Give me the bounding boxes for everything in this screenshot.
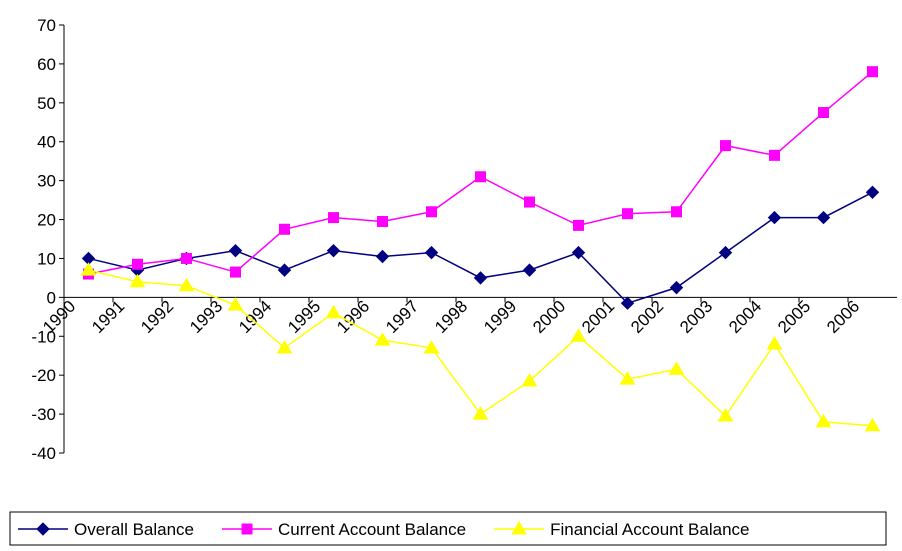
point [815, 413, 832, 428]
point [521, 373, 538, 387]
x-tick-label: 1999 [480, 297, 520, 337]
point [570, 328, 587, 342]
point [669, 280, 684, 295]
point [619, 371, 636, 385]
point [277, 263, 292, 277]
x-tick-label: 1992 [137, 297, 177, 337]
x-tick-label: 1998 [431, 297, 471, 337]
series-line [88, 191, 873, 305]
legend-label: Financial Account Balance [550, 520, 749, 539]
point [132, 258, 143, 270]
point [374, 332, 391, 346]
y-tick-label: -40 [31, 444, 56, 463]
y-tick-label: 20 [37, 211, 56, 230]
series-line [88, 269, 873, 427]
x-tick-label: 1994 [235, 297, 275, 337]
point [767, 210, 782, 225]
y-tick-label: 0 [47, 288, 56, 307]
point [571, 245, 586, 260]
x-tick-label: 2000 [529, 297, 569, 337]
y-tick-label: 30 [37, 172, 56, 191]
point [426, 206, 437, 218]
point [328, 212, 339, 224]
y-tick-label: 70 [37, 16, 56, 35]
legend-marker [511, 521, 527, 535]
point [228, 243, 243, 258]
y-tick-label: -10 [31, 327, 56, 346]
point [671, 206, 682, 218]
point [622, 208, 633, 220]
point [279, 223, 290, 235]
y-tick-label: -20 [31, 366, 56, 385]
point [717, 408, 734, 422]
point [326, 243, 341, 258]
point [766, 336, 783, 350]
point [818, 107, 829, 119]
point [181, 252, 192, 264]
point [865, 185, 880, 200]
legend-marker [241, 523, 253, 535]
point [524, 196, 535, 208]
point [668, 361, 685, 375]
point [620, 296, 635, 310]
legend-marker [36, 522, 50, 536]
x-tick-label: 1997 [382, 297, 422, 337]
point [472, 406, 489, 420]
point [769, 149, 780, 161]
legend-label: Overall Balance [74, 520, 194, 539]
point [867, 66, 878, 78]
point [325, 304, 342, 319]
y-tick-label: 40 [37, 133, 56, 152]
x-tick-label: 2006 [823, 297, 863, 337]
point [377, 215, 388, 227]
point [522, 263, 537, 277]
y-tick-label: 10 [37, 249, 56, 268]
y-tick-label: 60 [37, 55, 56, 74]
point [720, 140, 731, 152]
point [573, 219, 584, 231]
point [473, 271, 488, 285]
point [178, 277, 195, 292]
point [230, 266, 241, 278]
x-tick-label: 1995 [284, 297, 324, 337]
x-tick-label: 1991 [88, 297, 128, 337]
point [718, 245, 733, 260]
point [423, 339, 440, 354]
x-tick-label: 2003 [676, 297, 716, 337]
point [816, 210, 831, 225]
legend-box [9, 511, 887, 546]
y-tick-label: -30 [31, 405, 56, 424]
point [475, 171, 486, 183]
point [129, 273, 146, 288]
point [80, 262, 97, 276]
point [227, 297, 244, 311]
point [864, 417, 881, 432]
point [375, 249, 390, 264]
x-tick-label: 1990 [39, 297, 79, 337]
x-tick-label: 1993 [186, 297, 226, 337]
x-tick-label: 2004 [725, 297, 765, 337]
point [424, 245, 439, 260]
y-tick-label: 50 [37, 94, 56, 113]
x-tick-label: 2005 [774, 297, 814, 337]
point [276, 339, 293, 354]
x-tick-label: 2001 [578, 297, 618, 337]
legend-label: Current Account Balance [278, 520, 466, 539]
